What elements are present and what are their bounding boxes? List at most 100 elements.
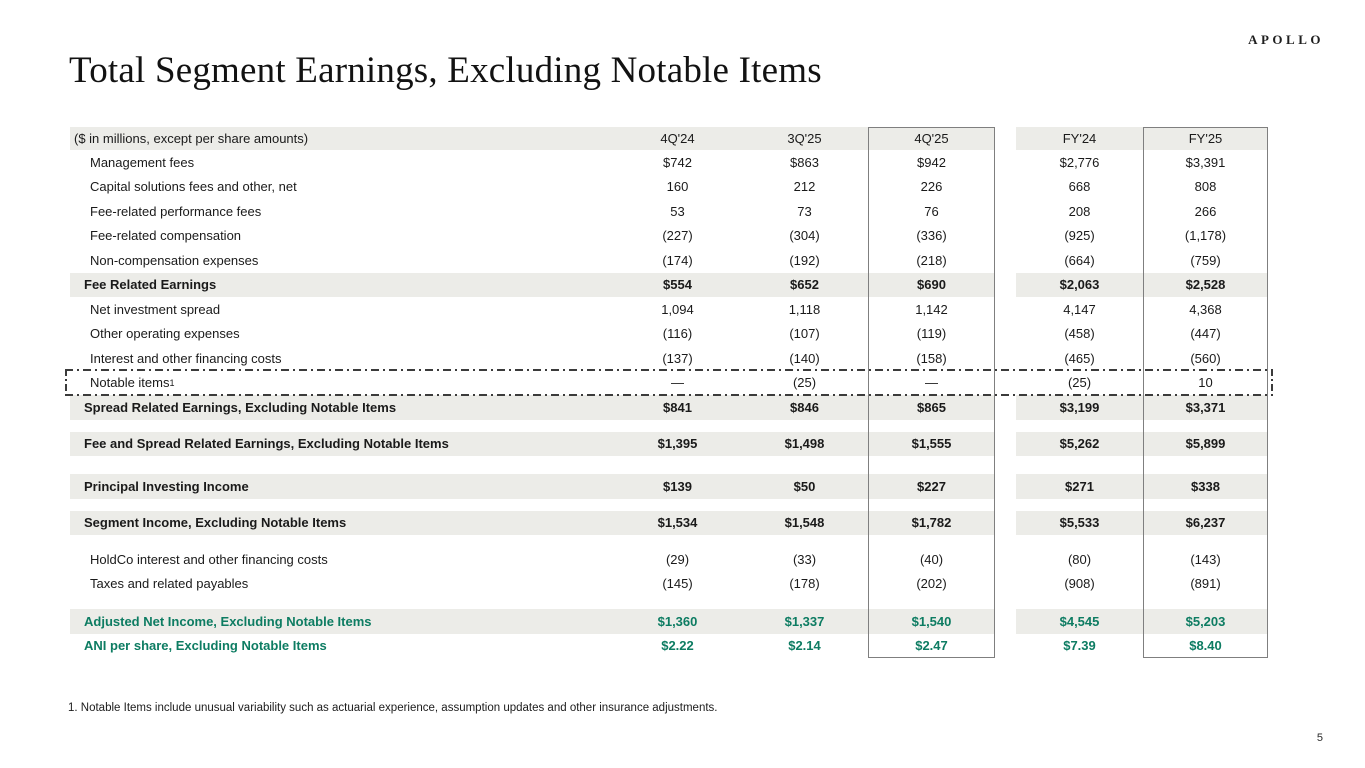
cell-3q25: 3Q'25	[741, 127, 868, 150]
cell-fy25: 808	[1194, 179, 1217, 195]
cell-fy25: $3,371	[1143, 395, 1268, 420]
cell-4q24: $2.22	[661, 638, 694, 654]
cell-4q25: (40)	[919, 551, 944, 567]
row-label: Taxes and related payables	[90, 576, 249, 592]
cell-4q24: 4Q'24	[614, 127, 741, 150]
cell-3q25: $846	[741, 395, 868, 420]
cell-4q25: (202)	[916, 576, 947, 592]
column-gap	[995, 634, 1016, 659]
cell-3q25: $1,498	[741, 431, 868, 456]
cell-3q25: (178)	[789, 576, 820, 592]
cell-3q25: (107)	[789, 326, 820, 342]
cell-fy24: $3,199	[1016, 395, 1143, 420]
row-label: Other operating expenses	[90, 326, 240, 342]
column-gap	[995, 474, 1016, 499]
cell-4q24: 160	[666, 179, 689, 195]
row-spacer	[70, 420, 1268, 432]
earnings-table: ($ in millions, except per share amounts…	[65, 127, 1273, 658]
cell-fy25: 266	[1194, 203, 1217, 219]
cell-3q25: (33)	[792, 551, 817, 567]
table-row: Management fees $742 $863 $942 $2,776 $3,391	[70, 150, 1268, 175]
cell-fy24: $7.39	[1063, 638, 1096, 654]
column-gap	[995, 547, 1016, 572]
table-row: Net investment spread 1,094 1,118 1,142 4,14…	[70, 297, 1268, 322]
table-row: HoldCo interest and other financing cost…	[70, 547, 1268, 572]
cell-3q25: (25)	[792, 375, 817, 391]
cell-fy24: 4,147	[1063, 301, 1096, 317]
cell-fy24: (80)	[1067, 551, 1092, 567]
cell-3q25: (140)	[789, 350, 820, 366]
cell-3q25: 73	[797, 203, 812, 219]
cell-fy24: (25)	[1067, 375, 1092, 391]
cell-fy25: $8.40	[1189, 638, 1222, 654]
table-rows: ($ in millions, except per share amounts…	[70, 127, 1268, 658]
cell-3q25: $2.14	[788, 638, 821, 654]
cell-3q25: 1,118	[788, 301, 821, 317]
cell-4q24: $1,395	[614, 431, 741, 456]
row-label: Fee-related compensation	[90, 228, 242, 244]
row-label: HoldCo interest and other financing cost…	[90, 551, 328, 567]
cell-fy24: (925)	[1064, 228, 1095, 244]
cell-3q25: $50	[741, 474, 868, 499]
column-gap	[995, 297, 1016, 322]
table-header-row: ($ in millions, except per share amounts…	[70, 127, 1268, 150]
column-gap	[995, 572, 1016, 597]
cell-fy25: (560)	[1190, 350, 1221, 366]
cell-fy25: $338	[1143, 474, 1268, 499]
cell-4q25: (336)	[916, 228, 947, 244]
cell-4q25: 226	[920, 179, 943, 195]
row-spacer	[70, 499, 1268, 511]
cell-fy24: $2,776	[1059, 154, 1100, 170]
column-gap	[995, 432, 1016, 457]
cell-fy24: (664)	[1064, 252, 1095, 268]
row-label: ANI per share, Excluding Notable Items	[84, 638, 327, 654]
cell-fy24: $5,533	[1016, 510, 1143, 535]
table-row: Non-compensation expenses (174) (192) (218)…	[70, 248, 1268, 273]
cell-4q24: (145)	[662, 576, 693, 592]
row-label: Spread Related Earnings, Excluding Notab…	[70, 395, 614, 420]
cell-4q25: 1,142	[915, 301, 948, 317]
cell-3q25: (192)	[789, 252, 820, 268]
row-label: Fee Related Earnings	[70, 272, 614, 297]
column-gap	[995, 150, 1016, 175]
cell-4q24: (227)	[662, 228, 693, 244]
cell-fy25: $5,203	[1143, 609, 1268, 634]
column-gap	[995, 371, 1016, 396]
cell-3q25: $652	[741, 272, 868, 297]
cell-fy25: (143)	[1190, 551, 1221, 567]
cell-fy25: $3,391	[1185, 154, 1226, 170]
table-row: Fee and Spread Related Earnings, Excludi…	[70, 431, 1268, 457]
cell-fy24: 208	[1068, 203, 1091, 219]
page-number: 5	[1316, 732, 1323, 744]
cell-fy25: (1,178)	[1184, 228, 1227, 244]
cell-3q25: 212	[793, 179, 816, 195]
cell-4q25: $227	[868, 474, 995, 499]
cell-fy24: $4,545	[1016, 609, 1143, 634]
column-gap	[995, 346, 1016, 371]
cell-4q25: —	[925, 375, 938, 391]
apollo-logo: APOLLO	[1248, 32, 1324, 47]
cell-fy25: (891)	[1190, 576, 1221, 592]
row-label: Non-compensation expenses	[90, 252, 259, 268]
column-gap	[995, 322, 1016, 347]
cell-fy25: $5,899	[1143, 431, 1268, 456]
row-label: Management fees	[90, 154, 195, 170]
cell-4q25: $1,782	[868, 510, 995, 535]
cell-fy25: $2,528	[1143, 272, 1268, 297]
table-row: Adjusted Net Income, Excluding Notable I…	[70, 609, 1268, 634]
cell-4q24: (174)	[662, 252, 693, 268]
column-gap	[995, 609, 1016, 634]
table-row: Spread Related Earnings, Excluding Notab…	[70, 395, 1268, 420]
table-row: Fee-related performance fees 53 73 76 208 266	[70, 199, 1268, 224]
cell-fy24: (908)	[1064, 576, 1095, 592]
row-label: Fee and Spread Related Earnings, Excludi…	[70, 431, 614, 456]
table-row: Segment Income, Excluding Notable Items $…	[70, 510, 1268, 535]
cell-4q25: $2.47	[915, 638, 948, 654]
cell-4q25: (119)	[916, 326, 947, 342]
column-gap	[995, 248, 1016, 273]
cell-4q24: $1,360	[614, 609, 741, 634]
table-row: Principal Investing Income $139 $50 $227 $27…	[70, 474, 1268, 499]
column-gap	[995, 395, 1016, 420]
row-label: Interest and other financing costs	[90, 350, 282, 366]
